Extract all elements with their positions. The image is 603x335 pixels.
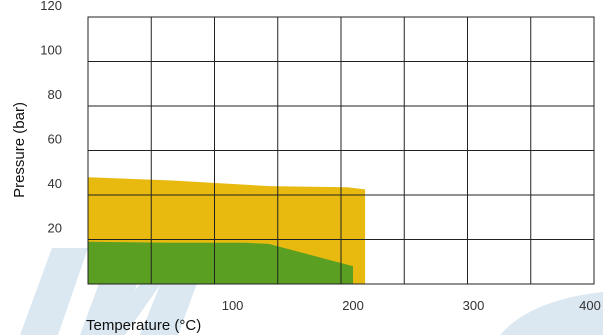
x-axis-label: Temperature (°C) bbox=[86, 317, 201, 334]
y-tick-label: 20 bbox=[48, 221, 62, 236]
x-tick-labels: 100 200 300 400 bbox=[222, 298, 601, 313]
y-axis-label: Pressure (bar) bbox=[11, 102, 28, 198]
plot-areas bbox=[88, 177, 366, 284]
x-tick-label: 400 bbox=[579, 298, 601, 313]
y-tick-label: 80 bbox=[48, 87, 62, 102]
plot-frame bbox=[87, 16, 595, 285]
x-tick-label: 300 bbox=[463, 298, 485, 313]
y-tick-label: 60 bbox=[48, 132, 62, 147]
x-tick-label: 200 bbox=[342, 298, 364, 313]
watermark-shape bbox=[500, 292, 603, 335]
y-tick-label: 40 bbox=[48, 176, 62, 191]
y-tick-label: 120 bbox=[40, 0, 62, 13]
watermark-shape bbox=[20, 248, 88, 335]
x-tick-label: 100 bbox=[222, 298, 244, 313]
y-tick-labels: 20 40 60 80 100 120 bbox=[40, 0, 62, 236]
gridlines bbox=[88, 17, 594, 284]
area-series-2 bbox=[88, 241, 353, 284]
y-tick-label: 100 bbox=[40, 43, 62, 58]
